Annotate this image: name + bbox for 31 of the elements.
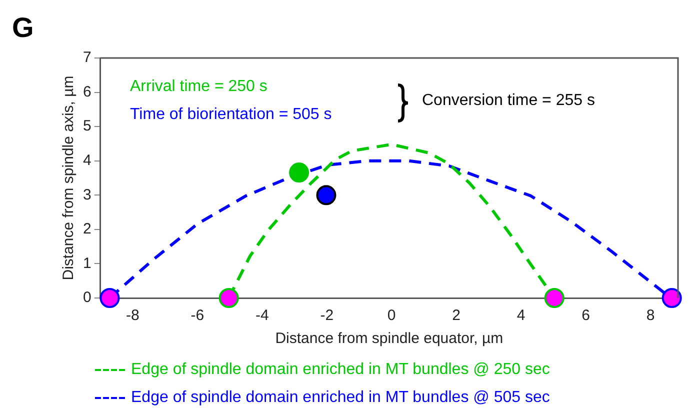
y-tick-label: 7 xyxy=(83,49,92,66)
y-tick-label: 3 xyxy=(83,186,92,204)
x-axis-title: Distance from spindle equator, µm xyxy=(275,330,504,348)
point xyxy=(289,162,310,183)
x-tick-label: 4 xyxy=(516,307,526,324)
y-tick-label: 4 xyxy=(83,152,92,169)
legend-label: Edge of spindle domain enriched in MT bundles @ 505 sec xyxy=(131,389,550,407)
point xyxy=(100,288,120,308)
x-tick-label: -2 xyxy=(320,307,334,324)
x-tick-label: -8 xyxy=(126,307,140,324)
text: G xyxy=(12,12,34,44)
point xyxy=(662,288,682,308)
x-tick-label: 0 xyxy=(387,307,396,324)
point xyxy=(218,288,239,308)
annotation: Arrival time = 250 s xyxy=(130,78,268,96)
annotation: Conversion time = 255 s xyxy=(422,92,595,110)
annotation: Time of biorientation = 505 s xyxy=(130,106,332,124)
y-tick-label: 0 xyxy=(83,289,92,306)
y-tick-label: 1 xyxy=(83,254,92,272)
x-tick-label: -4 xyxy=(255,307,269,324)
x-tick-label: 8 xyxy=(646,307,655,324)
x-tick-label: 6 xyxy=(582,307,590,324)
x-tick-label: -6 xyxy=(190,307,204,324)
x-tick-label: 2 xyxy=(452,307,460,324)
y-tick-label: 2 xyxy=(83,220,92,238)
point xyxy=(544,288,564,308)
point xyxy=(316,185,336,206)
y-tick-label: 5 xyxy=(83,118,92,135)
y-tick-label: 6 xyxy=(83,83,92,100)
legend-label: Edge of spindle domain enriched in MT bundles @ 250 sec xyxy=(131,361,550,379)
y-axis-title: Distance from spindle axis, µm xyxy=(60,76,78,280)
